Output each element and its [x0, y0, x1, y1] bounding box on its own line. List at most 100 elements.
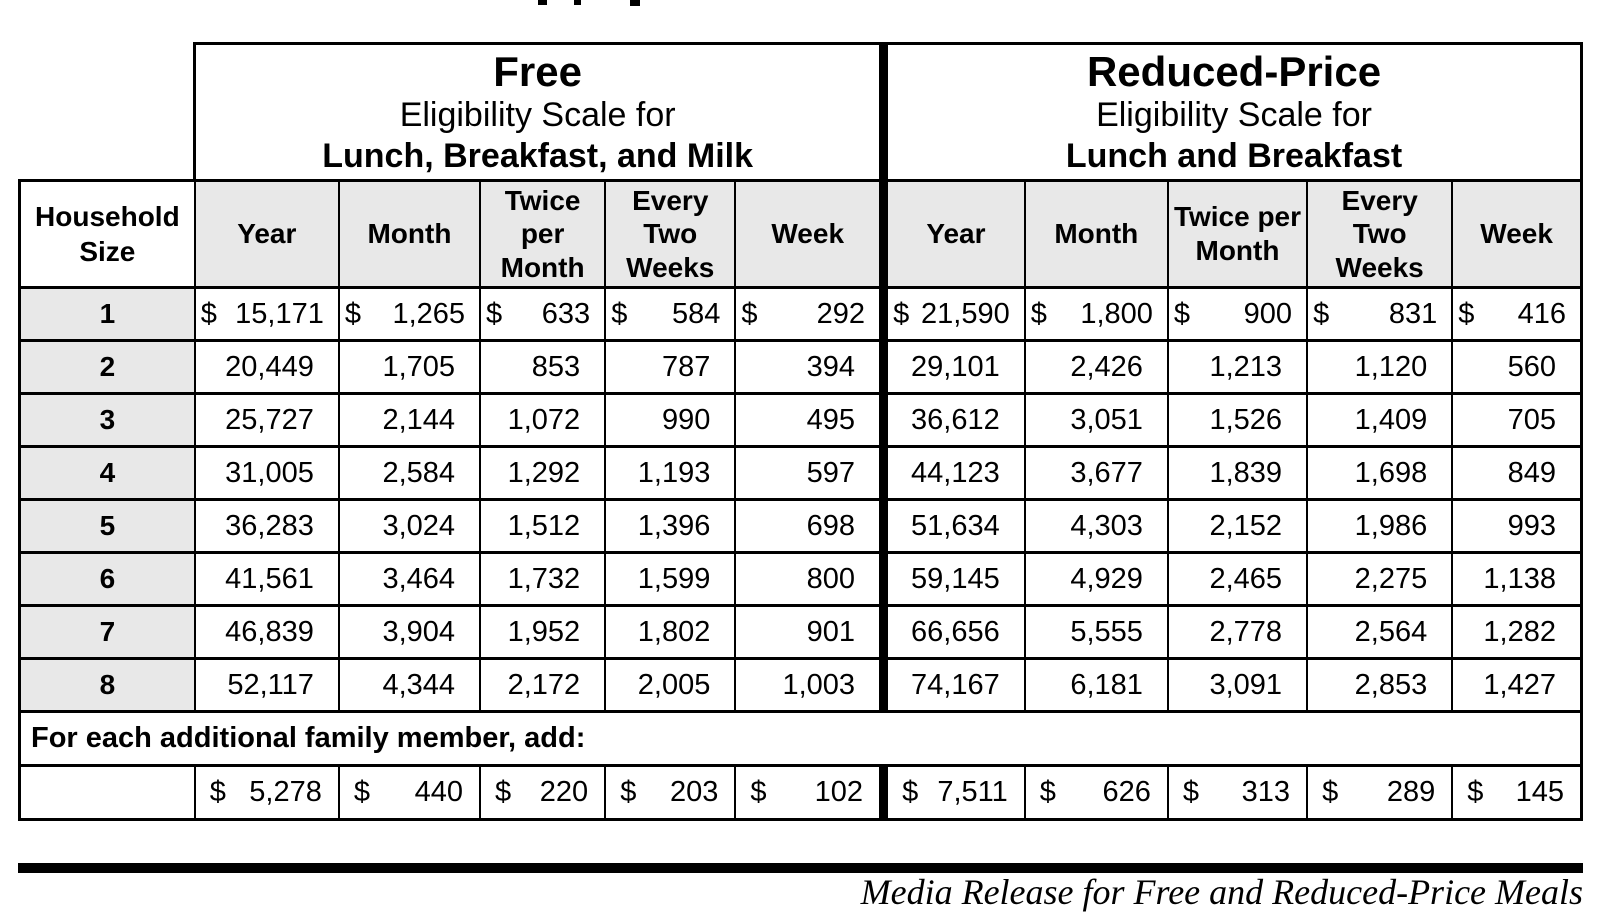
clipped-text-fragment [538, 0, 547, 5]
reduced-section-header: Reduced-Price Eligibility Scale for Lunc… [879, 42, 1583, 182]
amount-cell: 1,839 [1166, 445, 1309, 501]
amount-cell: 36,612 [879, 392, 1026, 448]
table-body: 1 $15,171 $1,265 $633 $584 $292 $21,590 $1,800 $… [17, 286, 1584, 821]
amount-cell: $15,171 [193, 286, 340, 342]
amount-value: 313 [1241, 776, 1291, 808]
currency-symbol: $ [1182, 776, 1200, 808]
amount-cell: 1,732 [479, 551, 607, 607]
amount-cell: $416 [1451, 286, 1584, 342]
amount-cell: 394 [734, 339, 885, 395]
amount-cell: $313 [1166, 764, 1309, 821]
free-section-header: Free Eligibility Scale for Lunch, Breakf… [193, 42, 885, 182]
amount-cell: 2,778 [1166, 604, 1309, 660]
amount-cell-content: $584 [606, 298, 734, 331]
amount-cell: 6,181 [1023, 657, 1169, 713]
table-row: 4 31,005 2,584 1,292 1,193 597 44,123 3,677 1,83… [17, 445, 1584, 501]
amount-cell: 2,564 [1306, 604, 1454, 660]
household-size-cell: 3 [17, 392, 196, 448]
currency-symbol: $ [620, 776, 637, 808]
amount-cell: 20,449 [193, 339, 340, 395]
column-header-free-year: Year [193, 179, 340, 289]
household-size-cell: 4 [17, 445, 196, 501]
currency-symbol: $ [209, 776, 226, 808]
amount-value: 1,265 [392, 297, 466, 330]
household-size-cell: 8 [17, 657, 196, 713]
amount-cell: 1,698 [1306, 445, 1454, 501]
currency-symbol: $ [1039, 776, 1056, 808]
amount-cell: 4,303 [1023, 498, 1169, 554]
amount-value: 831 [1388, 297, 1438, 330]
amount-value: 900 [1243, 297, 1293, 330]
amount-cell: 3,677 [1023, 445, 1169, 501]
amount-cell: 1,802 [604, 604, 737, 660]
currency-symbol: $ [1458, 297, 1475, 330]
amount-cell: 495 [734, 392, 885, 448]
amount-cell: 2,275 [1306, 551, 1454, 607]
footer-note: Media Release for Free and Reduced-Price… [860, 872, 1583, 912]
household-size-cell: 5 [17, 498, 196, 554]
additional-member-label: For each additional family member, add: [18, 710, 1583, 767]
top-left-blank-area [19, 43, 195, 181]
amount-cell: $626 [1023, 764, 1169, 821]
amount-cell: $102 [734, 764, 885, 821]
amount-cell: 800 [734, 551, 885, 607]
amount-cell-content: $831 [1308, 298, 1451, 331]
amount-cell: 1,396 [604, 498, 737, 554]
amount-cell: 698 [734, 498, 885, 554]
amount-cell-content: $1,265 [340, 298, 479, 331]
free-section-program: Lunch, Breakfast, and Milk [322, 137, 754, 176]
amount-cell-content: $440 [340, 776, 479, 809]
amount-cell: 2,853 [1306, 657, 1454, 713]
amount-cell: 1,427 [1451, 657, 1584, 713]
amount-cell: $220 [479, 764, 607, 821]
amount-cell: 1,952 [479, 604, 607, 660]
amount-cell: $440 [337, 764, 482, 821]
amount-value: 203 [669, 776, 719, 808]
column-header-household-size: Household Size [17, 179, 196, 289]
amount-cell: 3,464 [337, 551, 482, 607]
amount-cell: 2,144 [337, 392, 482, 448]
amount-cell: 1,072 [479, 392, 607, 448]
amount-cell: 2,005 [604, 657, 737, 713]
amount-cell: $1,800 [1023, 286, 1169, 342]
amount-cell: 3,904 [337, 604, 482, 660]
column-header-reduced-year: Year [879, 179, 1026, 289]
amount-cell: $289 [1306, 764, 1454, 821]
amount-cell: 25,727 [193, 392, 340, 448]
amount-value: 584 [671, 297, 721, 330]
amount-cell: 2,172 [479, 657, 607, 713]
section-header-row: Free Eligibility Scale for Lunch, Breakf… [19, 42, 1583, 182]
reduced-section-title: Reduced-Price [1086, 47, 1382, 95]
amount-cell: 59,145 [879, 551, 1026, 607]
column-header-reduced-month: Month [1023, 179, 1169, 289]
amount-cell: 1,193 [604, 445, 737, 501]
amount-cell: $145 [1451, 764, 1584, 821]
table-row: 3 25,727 2,144 1,072 990 495 36,612 3,051 1,526 1… [17, 392, 1584, 448]
amount-cell: 1,282 [1451, 604, 1584, 660]
currency-symbol: $ [344, 297, 362, 330]
amount-cell: 4,929 [1023, 551, 1169, 607]
free-section-subtitle: Eligibility Scale for [399, 95, 676, 134]
amount-cell: 31,005 [193, 445, 340, 501]
currency-symbol: $ [200, 297, 217, 330]
amount-cell: 560 [1451, 339, 1584, 395]
currency-symbol: $ [902, 776, 919, 808]
amount-cell: 597 [734, 445, 885, 501]
amount-value: 1,800 [1080, 297, 1153, 330]
amount-cell-content: $416 [1453, 298, 1580, 331]
amount-cell: 2,465 [1166, 551, 1309, 607]
amount-cell-content: $313 [1169, 776, 1306, 809]
amount-cell: 1,409 [1306, 392, 1454, 448]
amount-cell: 1,526 [1166, 392, 1309, 448]
table-row: 1 $15,171 $1,265 $633 $584 $292 $21,590 $1,800 $… [17, 286, 1584, 342]
amount-value: 7,511 [937, 776, 1008, 808]
household-size-cell: 2 [17, 339, 196, 395]
currency-symbol: $ [893, 297, 910, 330]
amount-cell-content: $292 [736, 298, 879, 331]
table-row: 6 41,561 3,464 1,732 1,599 800 59,145 4,929 2,46… [17, 551, 1584, 607]
amount-cell: 1,120 [1306, 339, 1454, 395]
amount-cell: 3,051 [1023, 392, 1169, 448]
column-header-reduced-week: Week [1451, 179, 1584, 289]
column-header-free-week: Week [734, 179, 885, 289]
